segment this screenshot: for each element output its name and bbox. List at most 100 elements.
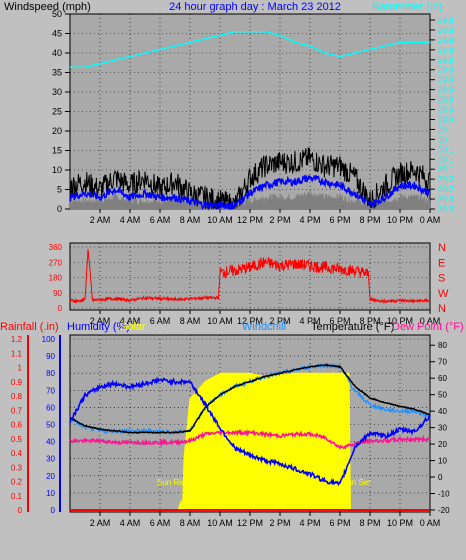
humidity-ytick-label: 30 [46,455,55,464]
dewpoint-axis-title: Dew Point (°F) [392,321,464,333]
direction-xtick-label: 6 AM [150,316,171,326]
temperature-xtick-label: 4 AM [120,518,141,528]
wind-ytick-label: 30 [52,87,62,97]
direction-xtick-label: 10 PM [387,316,413,326]
wind-xtick-label: 0 AM [420,215,441,225]
wind-xtick-label: 2 PM [269,215,290,225]
temperature-ytick-label: 0 [438,473,443,482]
temperature-ytick-label: 30 [438,424,447,433]
baro-ytick-label: 30 [438,135,447,144]
temperature-ytick-label: 10 [438,457,447,466]
baro-ytick-label: 29.9 [438,76,454,85]
baro-ytick-label: 30.1 [438,155,454,164]
baro-ytick-label: 30.2 [438,185,454,194]
temperature-ytick-label: 70 [438,358,447,367]
wind-xtick-label: 4 PM [299,215,320,225]
wind-xtick-label: 12 PM [237,215,263,225]
solar-area [177,372,352,511]
direction-compass-label: W [438,288,449,300]
temperature-ytick-label: 80 [438,341,447,350]
direction-xtick-label: 10 AM [207,316,233,326]
chart-title: 24 hour graph day : March 23 2012 [169,1,341,13]
humidity-axis-title: Humidity (%) [67,321,130,333]
direction-compass-label: E [438,257,445,269]
wind-xtick-label: 2 AM [90,215,111,225]
rain-ytick-label: 0.7 [11,406,23,415]
direction-ytick-label: 0 [58,304,63,313]
baro-ytick-label: 30 [438,125,447,134]
wind-xtick-label: 8 AM [180,215,201,225]
temperature-ytick-label: 60 [438,374,447,383]
wind-xtick-label: 6 PM [329,215,350,225]
humidity-ytick-label: 50 [46,421,55,430]
dewpoint-series [69,428,431,450]
direction-compass-label: N [438,303,446,315]
baro-ytick-label: 29.9 [438,56,454,65]
rainfall-axis-title: Rainfall (.in) [0,321,59,333]
humidity-ytick-label: 0 [51,506,56,515]
direction-ytick-label: 360 [49,243,63,252]
humidity-ytick-label: 20 [46,472,55,481]
windchill-axis-title: Windchill [242,321,286,333]
baro-ytick-label: 29.9 [438,115,454,124]
baro-ytick-label: 29.9 [438,86,454,95]
wind-direction-series [69,249,431,305]
sunrise-label: Sun Rise [157,478,190,487]
wind-ytick-label: 35 [52,68,62,78]
temperature-xtick-label: 10 PM [387,518,413,528]
temperature-xtick-label: 2 AM [90,518,111,528]
wind-xtick-label: 10 AM [207,215,233,225]
baro-ytick-label: 30.1 [438,165,454,174]
rain-ytick-label: 0 [18,506,23,515]
direction-xtick-label: 8 AM [180,316,201,326]
baro-ytick-label: 30.3 [438,205,454,214]
wind-ytick-label: 10 [52,165,62,175]
humidity-ytick-label: 90 [46,352,55,361]
rain-ytick-label: 0.4 [11,449,23,458]
humidity-ytick-label: 40 [46,438,55,447]
direction-xtick-label: 2 AM [90,316,111,326]
rain-ytick-label: 0.8 [11,392,23,401]
rain-ytick-label: 0.9 [11,378,23,387]
direction-compass-label: N [438,242,446,254]
temperature-xtick-label: 6 AM [150,518,171,528]
baro-ytick-label: 29.9 [438,46,454,55]
direction-ytick-label: 180 [49,274,63,283]
temperature-axis-title: Temperature (°F) [311,321,394,333]
wind-ytick-label: 45 [52,29,62,39]
humidity-ytick-label: 80 [46,369,55,378]
direction-xtick-label: 8 PM [359,316,380,326]
baro-ytick-label: 29.8 [438,16,454,25]
wind-xtick-label: 10 PM [387,215,413,225]
temperature-xtick-label: 4 PM [299,518,320,528]
solar-axis-title: Solar [120,321,146,333]
temperature-xtick-label: 8 AM [180,518,201,528]
temperature-series [69,363,431,434]
rain-ytick-label: 1.2 [11,335,23,344]
baro-ytick-label: 30.3 [438,195,454,204]
humidity-ytick-label: 10 [46,489,55,498]
temperature-xtick-label: 6 PM [329,518,350,528]
direction-xtick-label: 6 PM [329,316,350,326]
temperature-ytick-label: 20 [438,440,447,449]
baro-ytick-label: 29.9 [438,26,454,35]
temperature-xtick-label: 8 PM [359,518,380,528]
wind-ytick-label: 0 [57,204,62,214]
direction-xtick-label: 4 PM [299,316,320,326]
wind-ytick-label: 25 [52,107,62,117]
wind-ytick-label: 5 [57,185,62,195]
rain-ytick-label: 0.5 [11,435,23,444]
humidity-ytick-label: 100 [42,335,56,344]
wind-xtick-label: 8 PM [359,215,380,225]
baro-ytick-label: 29.9 [438,66,454,75]
temperature-xtick-label: 10 AM [207,518,233,528]
rain-ytick-label: 0.3 [11,463,23,472]
temperature-ytick-label: 50 [438,391,447,400]
baro-ytick-label: 29.9 [438,106,454,115]
direction-ytick-label: 90 [53,289,62,298]
temperature-xtick-label: 2 PM [269,518,290,528]
humidity-ytick-label: 70 [46,386,55,395]
baro-ytick-label: 30.2 [438,175,454,184]
direction-xtick-label: 4 AM [120,316,141,326]
